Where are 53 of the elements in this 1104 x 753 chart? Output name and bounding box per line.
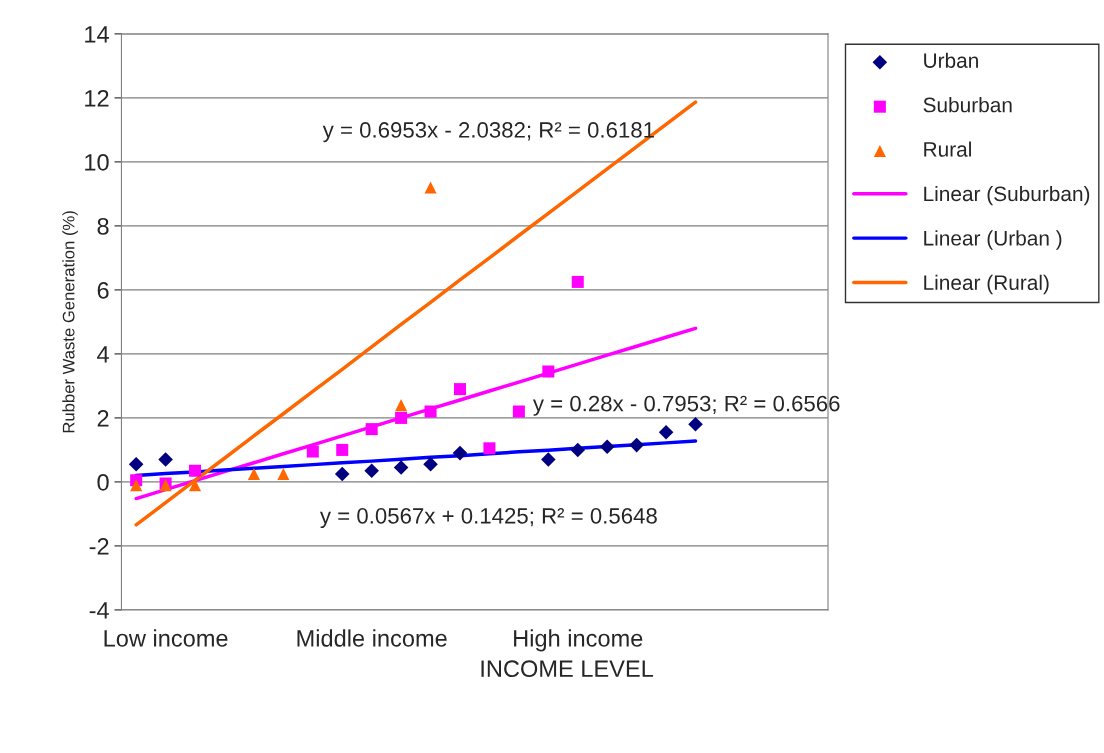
point — [570, 442, 586, 458]
y-tick-label: -2 — [89, 537, 109, 555]
point — [658, 425, 674, 440]
point — [688, 417, 703, 432]
annotation: y = 0.28x - 0.7953; R² = 0.6566 — [532, 395, 840, 416]
y-tick-label: 14 — [85, 26, 109, 43]
y-tick-label: 12 — [85, 89, 109, 107]
point — [189, 464, 202, 477]
point — [158, 452, 173, 467]
legend-label: Urban — [924, 52, 978, 68]
point — [542, 365, 555, 378]
y-tick-label: 0 — [97, 473, 109, 491]
point — [483, 442, 496, 455]
y-tick-label: 2 — [97, 409, 109, 427]
legend-label: Linear (Rural) — [924, 274, 1049, 295]
point — [599, 439, 615, 454]
point — [306, 445, 319, 458]
point — [364, 463, 379, 478]
point — [393, 460, 409, 475]
point — [571, 275, 584, 288]
y-axis-title: Rubber Waste Generation (%) — [62, 211, 78, 433]
legend-label: Rural — [924, 141, 971, 157]
legend-label: Linear (Urban ) — [924, 230, 1062, 250]
annotation: y = 0.0567x + 0.1425; R² = 0.5648 — [319, 507, 657, 529]
legend-label: Suburban — [923, 97, 1012, 113]
point — [130, 479, 143, 492]
annotation: y = 0.6953x - 2.0382; R² = 0.6181 — [322, 122, 654, 143]
x-tick-label: Low income — [104, 629, 228, 647]
point — [423, 457, 438, 472]
point — [395, 399, 408, 412]
y-tick-label: 10 — [85, 153, 109, 171]
point — [453, 383, 467, 396]
point — [128, 457, 144, 472]
point — [452, 445, 468, 461]
point — [424, 405, 437, 418]
point — [365, 423, 378, 436]
x-tick-label: High income — [514, 629, 643, 652]
legend-label: Linear (Suburban) — [924, 185, 1090, 206]
point — [541, 452, 556, 467]
y-tick-label: 8 — [97, 217, 109, 235]
point — [334, 466, 350, 482]
x-axis-title: INCOME LEVEL — [481, 660, 654, 678]
y-tick-label: 4 — [97, 346, 109, 363]
y-tick-label: 6 — [97, 281, 109, 299]
x-tick-label: Middle income — [297, 629, 447, 647]
y-tick-label: -4 — [89, 602, 109, 619]
point — [629, 437, 644, 453]
point — [512, 405, 525, 418]
point — [395, 411, 408, 424]
point — [277, 467, 290, 480]
point — [247, 467, 260, 480]
point — [424, 181, 437, 194]
point — [336, 443, 349, 456]
